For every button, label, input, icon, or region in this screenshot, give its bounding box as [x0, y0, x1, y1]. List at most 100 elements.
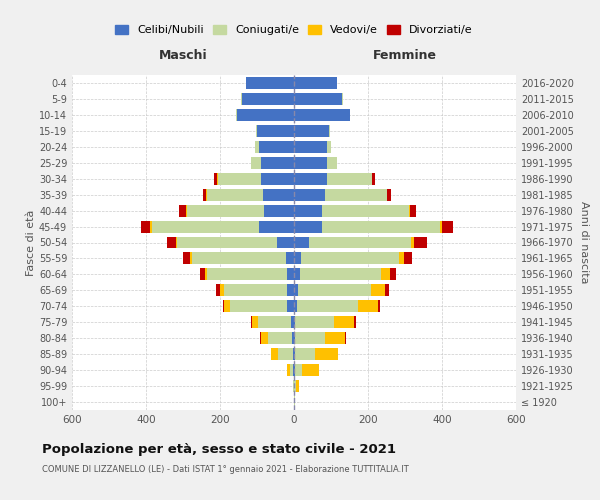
Bar — [294, 93, 342, 105]
Bar — [207, 188, 263, 200]
Bar — [334, 316, 355, 328]
Bar — [328, 141, 331, 153]
Bar — [277, 236, 294, 248]
Bar — [294, 204, 322, 216]
Bar — [309, 236, 410, 248]
Bar — [257, 125, 294, 137]
Bar — [141, 220, 151, 232]
Bar — [328, 172, 372, 184]
Bar — [294, 380, 296, 392]
Bar — [385, 284, 389, 296]
Bar — [329, 125, 330, 137]
Bar — [386, 188, 387, 200]
Bar — [295, 364, 302, 376]
Bar — [186, 204, 187, 216]
Bar — [220, 284, 224, 296]
Bar — [294, 348, 295, 360]
Bar — [246, 77, 294, 89]
Bar — [278, 348, 293, 360]
Bar — [205, 268, 207, 280]
Bar — [294, 125, 329, 137]
Bar — [256, 125, 257, 137]
Text: Maschi: Maschi — [158, 49, 208, 62]
Bar — [295, 316, 334, 328]
Bar — [224, 284, 287, 296]
Bar — [409, 204, 410, 216]
Bar — [371, 284, 385, 296]
Y-axis label: Fasce di età: Fasce di età — [26, 210, 36, 276]
Bar — [259, 141, 294, 153]
Bar — [301, 252, 399, 264]
Bar — [290, 364, 293, 376]
Bar — [217, 172, 218, 184]
Bar — [302, 364, 319, 376]
Bar — [322, 220, 440, 232]
Bar — [286, 252, 294, 264]
Bar — [259, 220, 294, 232]
Bar — [442, 220, 453, 232]
Bar — [251, 316, 252, 328]
Bar — [297, 300, 358, 312]
Bar — [263, 188, 294, 200]
Bar — [241, 93, 242, 105]
Bar — [410, 204, 416, 216]
Bar — [294, 316, 295, 328]
Bar — [294, 172, 328, 184]
Bar — [292, 332, 294, 344]
Bar — [191, 252, 286, 264]
Bar — [294, 141, 328, 153]
Bar — [294, 188, 325, 200]
Bar — [236, 109, 294, 121]
Bar — [345, 332, 346, 344]
Legend: Celibi/Nubili, Coniugati/e, Vedovi/e, Divorziati/e: Celibi/Nubili, Coniugati/e, Vedovi/e, Di… — [111, 20, 477, 40]
Bar — [251, 157, 260, 168]
Bar — [271, 348, 278, 360]
Bar — [260, 157, 294, 168]
Bar — [381, 268, 390, 280]
Bar — [294, 252, 301, 264]
Text: Popolazione per età, sesso e stato civile - 2021: Popolazione per età, sesso e stato civil… — [42, 442, 396, 456]
Bar — [349, 109, 350, 121]
Bar — [214, 172, 217, 184]
Bar — [183, 252, 190, 264]
Bar — [200, 268, 205, 280]
Bar — [410, 236, 414, 248]
Bar — [287, 364, 290, 376]
Bar — [440, 220, 442, 232]
Bar — [387, 188, 391, 200]
Bar — [372, 172, 373, 184]
Bar — [294, 332, 295, 344]
Bar — [373, 172, 376, 184]
Bar — [176, 236, 178, 248]
Bar — [294, 396, 295, 408]
Bar — [294, 236, 309, 248]
Bar — [230, 300, 287, 312]
Bar — [328, 157, 337, 168]
Bar — [206, 188, 207, 200]
Bar — [294, 157, 328, 168]
Bar — [342, 93, 343, 105]
Bar — [223, 300, 224, 312]
Bar — [203, 188, 206, 200]
Bar — [399, 252, 404, 264]
Bar — [242, 93, 294, 105]
Bar — [255, 141, 259, 153]
Bar — [325, 332, 345, 344]
Bar — [218, 172, 260, 184]
Text: Femmine: Femmine — [373, 49, 437, 62]
Bar — [294, 268, 299, 280]
Bar — [293, 364, 294, 376]
Bar — [252, 316, 258, 328]
Bar — [293, 348, 294, 360]
Bar — [217, 284, 220, 296]
Bar — [260, 172, 294, 184]
Bar — [294, 364, 295, 376]
Bar — [152, 220, 259, 232]
Bar — [316, 348, 338, 360]
Bar — [379, 300, 380, 312]
Bar — [187, 204, 265, 216]
Bar — [414, 236, 427, 248]
Bar — [293, 380, 294, 392]
Bar — [294, 300, 297, 312]
Bar — [190, 252, 191, 264]
